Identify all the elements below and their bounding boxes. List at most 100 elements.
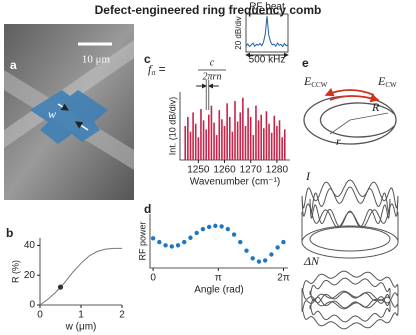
point <box>250 256 255 261</box>
y-axis-label: R (%) <box>10 260 20 283</box>
bar <box>236 121 239 160</box>
bar <box>226 103 228 160</box>
x-tick-label: 2π <box>277 273 290 284</box>
x-axis-label: Angle (rad) <box>194 285 243 296</box>
point <box>194 230 199 236</box>
x-tick-label: 0 <box>150 273 156 284</box>
bar <box>208 114 210 160</box>
inner-radius-label: r <box>336 134 341 148</box>
x-tick-label: 0 <box>37 310 43 321</box>
point <box>175 243 181 248</box>
bar <box>283 129 286 160</box>
ring-top <box>301 270 399 310</box>
point <box>256 259 262 264</box>
bar <box>184 126 187 160</box>
bar <box>215 135 218 160</box>
y-tick-label: 40 <box>24 240 36 251</box>
bar <box>210 105 213 160</box>
ring-bottom-inner <box>309 226 391 252</box>
point <box>231 232 237 237</box>
point <box>244 248 249 253</box>
ring-profiles <box>301 179 399 330</box>
bar <box>257 120 260 160</box>
x-tick-label: 2 <box>119 310 125 321</box>
formula: frt = <box>148 62 166 77</box>
bar <box>268 123 270 160</box>
width-label: w <box>48 107 56 121</box>
bar <box>278 120 281 160</box>
bar <box>228 116 231 160</box>
bar <box>194 123 197 160</box>
point <box>281 239 286 245</box>
x-tick-label: 1260 <box>213 165 236 176</box>
point <box>157 239 162 245</box>
point <box>213 223 218 229</box>
x-tick-label: π <box>215 273 222 284</box>
panel-label: e <box>302 56 309 70</box>
bar <box>200 109 202 160</box>
formula-numerator: c <box>210 57 215 68</box>
y-axis-label: Int. (10 dB/div) <box>167 97 177 156</box>
formula-part: f <box>148 62 153 76</box>
axes <box>149 214 288 269</box>
point <box>169 244 174 249</box>
bar <box>234 101 236 160</box>
bar <box>260 114 262 160</box>
data-line <box>39 247 122 306</box>
point <box>225 226 231 232</box>
bar <box>255 105 257 160</box>
data-line <box>245 16 289 48</box>
plot-frame <box>245 13 289 53</box>
y-tick-label: 0 <box>29 300 35 311</box>
ring-bottom <box>301 225 399 259</box>
figure-title: Defect-engineered ring frequency comb <box>95 3 322 17</box>
formula-part: = <box>159 62 166 76</box>
point <box>275 245 280 250</box>
ring-top <box>301 179 399 229</box>
ring-bottom-inner <box>309 291 391 323</box>
bar <box>249 116 252 160</box>
field-ccw-label: ECCW <box>303 74 328 89</box>
bar <box>205 129 207 160</box>
point <box>219 224 224 229</box>
bar <box>213 122 215 160</box>
bar <box>242 97 244 160</box>
x-tick-label: 1280 <box>266 165 289 176</box>
y-tick-label: 20 <box>24 270 36 281</box>
x-axis-label: w (μm) <box>65 322 97 333</box>
bar <box>231 131 234 160</box>
bar <box>223 126 226 160</box>
bar <box>197 137 200 160</box>
point <box>262 258 268 263</box>
bar <box>281 137 283 160</box>
bar <box>244 126 247 160</box>
outer-radius-label: R <box>371 100 380 114</box>
panel-label: a <box>10 58 17 72</box>
chart-title: RF beat <box>249 2 285 13</box>
bar <box>202 120 205 160</box>
bar <box>192 112 194 160</box>
formula-denominator: 2πrn <box>203 71 222 82</box>
bar <box>252 135 255 160</box>
highlight-point <box>57 284 64 290</box>
y-axis-label: RF power <box>137 221 147 260</box>
x-tick-label: 1270 <box>240 165 263 176</box>
ring-top-inner <box>309 186 391 228</box>
x-axis-label: Wavenumber (cm⁻¹) <box>190 177 280 188</box>
bar <box>273 115 276 160</box>
ring-diagram <box>303 87 397 145</box>
bar <box>187 116 189 160</box>
x-axis-label: 500 kHz <box>249 55 286 66</box>
scale-bar-label: 10 μm <box>82 54 111 66</box>
y-axis-label: 20 dB/div <box>234 16 243 49</box>
x-tick-label: 1 <box>78 310 84 321</box>
point <box>238 239 243 245</box>
bar <box>263 128 265 160</box>
bar <box>247 107 249 160</box>
panel-label: b <box>6 226 13 240</box>
bar <box>218 110 221 160</box>
point <box>188 235 193 240</box>
point <box>206 224 212 230</box>
sem-image <box>4 24 134 200</box>
